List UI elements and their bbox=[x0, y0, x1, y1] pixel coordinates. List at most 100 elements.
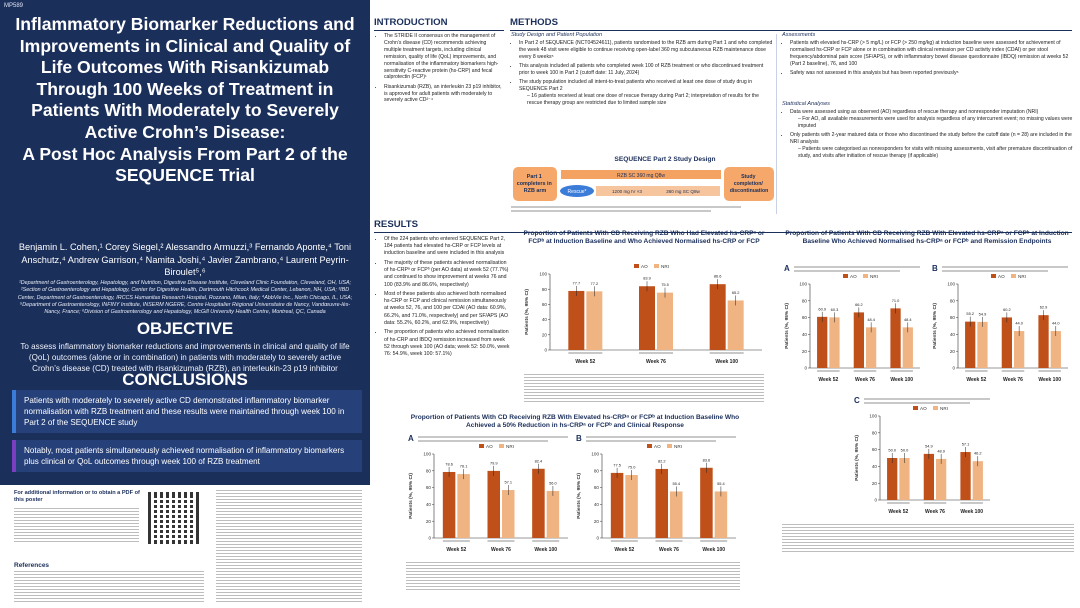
results-body: Of the 224 patients who entered SEQUENCE… bbox=[376, 236, 512, 360]
y-tick-label: 80 bbox=[872, 430, 878, 435]
bar-nri bbox=[977, 321, 988, 368]
x-tick-label: Week 52 bbox=[575, 359, 595, 365]
y-axis-label: Patients (%, 95% CI) bbox=[932, 303, 938, 349]
legend-nri-swatch bbox=[499, 444, 504, 448]
rescue-oval bbox=[560, 185, 594, 197]
results-bullet-1: Of the 224 patients who entered SEQUENCE… bbox=[384, 236, 512, 258]
x-tick-label: Week 52 bbox=[446, 547, 466, 553]
n-count-placeholder bbox=[853, 370, 877, 372]
n-count-placeholder bbox=[532, 540, 560, 542]
bar-value-label: 55.2 bbox=[966, 311, 974, 316]
completion-box bbox=[724, 167, 774, 201]
fig2b-chart: B AO NRI 0 20 40 60 80 100 Patients (%, 95% CI) 55… bbox=[932, 264, 1068, 383]
fig1-title: Proportion of Patients With CD Receiving… bbox=[523, 230, 765, 245]
objective-heading: OBJECTIVE bbox=[136, 319, 234, 338]
bar-value-label: 55.4 bbox=[717, 481, 725, 486]
qr-code-pattern bbox=[152, 496, 196, 540]
results-bullet-2: The majority of these patients achieved … bbox=[384, 260, 512, 289]
y-axis-label: Patients (%, 95% CI) bbox=[524, 289, 530, 335]
bar-value-label: 77.2 bbox=[591, 281, 599, 286]
fig3-footnotes bbox=[406, 562, 740, 592]
y-tick-label: 80 bbox=[950, 298, 956, 303]
bar-nri bbox=[829, 317, 840, 368]
n-count-placeholder bbox=[442, 540, 470, 542]
y-tick-label: 60 bbox=[426, 485, 432, 490]
y-tick-label: 0 bbox=[428, 536, 431, 541]
y-tick-label: 40 bbox=[872, 464, 878, 469]
methods-divider bbox=[776, 34, 777, 214]
legend-nri-label: NRI bbox=[674, 444, 682, 449]
design-heading: Study Design and Patient Population bbox=[511, 32, 603, 38]
panel-subtitle-placeholder-2 bbox=[864, 402, 970, 404]
panel-letter: B bbox=[576, 434, 582, 443]
x-tick-label: Week 52 bbox=[888, 509, 908, 515]
legend-nri-swatch bbox=[863, 274, 868, 278]
design-bullet-3: The study population included all intent… bbox=[519, 79, 773, 107]
bar-nri bbox=[457, 474, 470, 538]
bar-nri bbox=[1050, 331, 1061, 368]
y-tick-label: 100 bbox=[869, 414, 877, 419]
bar-ao bbox=[890, 308, 901, 368]
bar-ao bbox=[532, 468, 545, 538]
n-count-placeholder bbox=[568, 352, 603, 354]
stat-body: Data were assessed using as observed (AO… bbox=[782, 109, 1074, 162]
n-count-placeholder bbox=[817, 370, 840, 372]
n-count-placeholder bbox=[487, 540, 515, 542]
n-count-placeholder bbox=[700, 540, 728, 542]
subtitle-text: A Post Hoc Analysis From Part 2 of the S… bbox=[22, 143, 348, 186]
stat-bullet-2-text: Only patients with 2-year matured data o… bbox=[790, 132, 1072, 145]
bar-value-label: 60.2 bbox=[1003, 307, 1011, 312]
x-tick-label: Week 100 bbox=[960, 509, 983, 515]
y-tick-label: 100 bbox=[539, 272, 547, 277]
bar-ao bbox=[610, 472, 624, 538]
legend-ao-swatch bbox=[479, 444, 484, 448]
bar-nri bbox=[714, 491, 728, 538]
bar-value-label: 71.0 bbox=[892, 298, 900, 303]
bar-value-label: 44.0 bbox=[1052, 321, 1060, 326]
y-tick-label: 60 bbox=[542, 302, 548, 307]
bar-ao bbox=[442, 471, 456, 538]
legend-nri-swatch bbox=[654, 264, 659, 268]
legend-ao-swatch bbox=[647, 444, 652, 448]
y-tick-label: 80 bbox=[426, 468, 432, 473]
bar-value-label: 55.4 bbox=[672, 481, 680, 486]
panel-letter: B bbox=[932, 264, 938, 273]
n-count-placeholder bbox=[610, 540, 638, 542]
panel-subtitle-placeholder-2 bbox=[418, 440, 548, 442]
completion-label: Study completion/ discontinuation bbox=[730, 174, 769, 194]
x-tick-label: Week 76 bbox=[491, 547, 511, 553]
y-tick-label: 20 bbox=[802, 349, 808, 354]
panel-subtitle-placeholder bbox=[864, 398, 990, 400]
bar-value-label: 78.6 bbox=[445, 461, 453, 466]
x-tick-label: Week 100 bbox=[715, 359, 738, 365]
fig3a-chart: A AO NRI 0 20 40 60 80 100 Patients (%, 95% CI) 78… bbox=[408, 434, 568, 553]
legend-ao-swatch bbox=[843, 274, 848, 278]
bar-value-label: 76.1 bbox=[460, 464, 468, 469]
x-tick-label: Week 100 bbox=[702, 547, 725, 553]
title-text: Inflammatory Biomarker Reductions and Im… bbox=[15, 14, 355, 142]
bar-value-label: 77.5 bbox=[613, 462, 621, 467]
panel-subtitle-placeholder bbox=[794, 266, 920, 268]
bar-ao bbox=[568, 290, 585, 350]
bar-value-label: 83.6 bbox=[703, 457, 711, 462]
bar-ao bbox=[700, 467, 713, 538]
dose-bar bbox=[561, 170, 721, 179]
y-tick-label: 80 bbox=[802, 298, 808, 303]
references-heading: References bbox=[14, 562, 50, 569]
assessments-heading: Assessments bbox=[782, 32, 816, 38]
n-count-placeholder bbox=[887, 502, 910, 504]
panel-subtitle-placeholder-2 bbox=[942, 270, 1048, 272]
design-sub-text: 16 patients received at least one dose o… bbox=[527, 92, 759, 106]
bar-ao bbox=[853, 312, 864, 368]
design-bullet-3-text: The study population included all intent… bbox=[519, 79, 753, 93]
y-tick-label: 0 bbox=[952, 366, 955, 371]
study-design-diagram: Part 1 completers in RZB arm RZB SC 360 … bbox=[511, 167, 774, 212]
info-text-placeholder bbox=[14, 508, 139, 542]
conclusions-heading: CONCLUSIONS bbox=[122, 370, 248, 389]
panel-subtitle-placeholder bbox=[942, 266, 1068, 268]
bar-nri bbox=[727, 300, 744, 350]
stat-heading: Statistical Analyses bbox=[782, 101, 830, 107]
y-tick-label: 100 bbox=[423, 452, 431, 457]
y-tick-label: 40 bbox=[950, 332, 956, 337]
legend-ao-swatch bbox=[991, 274, 996, 278]
